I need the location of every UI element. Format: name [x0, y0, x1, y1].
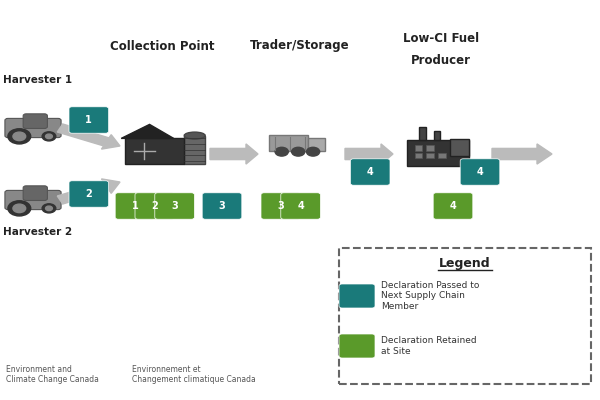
Text: Collection Point: Collection Point: [110, 40, 214, 52]
Circle shape: [8, 201, 31, 216]
Text: 3: 3: [218, 201, 226, 211]
Text: Producer: Producer: [411, 54, 471, 66]
Text: Low-CI Fuel: Low-CI Fuel: [403, 32, 479, 44]
FancyBboxPatch shape: [261, 193, 301, 219]
FancyBboxPatch shape: [23, 114, 47, 128]
Text: Declaration Retained
at Site: Declaration Retained at Site: [381, 336, 476, 356]
Circle shape: [46, 134, 52, 139]
Circle shape: [13, 132, 26, 141]
FancyBboxPatch shape: [135, 193, 175, 219]
Text: 1: 1: [85, 115, 92, 125]
FancyBboxPatch shape: [433, 193, 473, 219]
Text: Environnement et
Changement climatique Canada: Environnement et Changement climatique C…: [132, 365, 256, 384]
FancyBboxPatch shape: [350, 159, 390, 185]
Text: 4: 4: [476, 167, 484, 177]
Circle shape: [292, 147, 305, 156]
FancyBboxPatch shape: [155, 193, 194, 219]
Bar: [125, 138, 184, 164]
Bar: [434, 131, 440, 140]
Circle shape: [42, 204, 56, 213]
Circle shape: [13, 204, 26, 213]
Bar: [450, 139, 469, 156]
FancyBboxPatch shape: [339, 248, 591, 384]
Bar: [184, 136, 205, 164]
Text: Harvester 1: Harvester 1: [3, 75, 72, 85]
Circle shape: [46, 206, 52, 211]
Text: Trader/Storage: Trader/Storage: [250, 40, 350, 52]
Bar: [419, 127, 426, 140]
Polygon shape: [121, 124, 174, 138]
Bar: [415, 153, 422, 158]
FancyBboxPatch shape: [115, 193, 155, 219]
Text: 2: 2: [85, 189, 92, 199]
Bar: [426, 153, 434, 158]
Bar: [415, 145, 422, 150]
Circle shape: [42, 132, 56, 141]
Text: 4: 4: [367, 167, 374, 177]
Text: Harvester 2: Harvester 2: [3, 227, 72, 237]
Text: 3: 3: [277, 201, 284, 211]
FancyBboxPatch shape: [5, 190, 61, 210]
FancyBboxPatch shape: [460, 159, 500, 185]
FancyBboxPatch shape: [69, 181, 109, 207]
Bar: [407, 140, 469, 166]
Text: 3: 3: [171, 201, 178, 211]
FancyBboxPatch shape: [339, 334, 375, 358]
FancyBboxPatch shape: [5, 118, 61, 138]
Ellipse shape: [184, 132, 205, 139]
Text: Environment and
Climate Change Canada: Environment and Climate Change Canada: [6, 365, 99, 384]
Circle shape: [8, 129, 31, 144]
Text: 4: 4: [297, 201, 304, 211]
FancyArrow shape: [57, 124, 120, 149]
FancyArrow shape: [345, 144, 393, 164]
FancyArrow shape: [57, 179, 120, 204]
FancyBboxPatch shape: [281, 193, 320, 219]
Text: Legend: Legend: [439, 258, 491, 270]
Text: 2: 2: [151, 201, 158, 211]
FancyArrow shape: [210, 144, 258, 164]
FancyBboxPatch shape: [69, 107, 109, 133]
Circle shape: [275, 147, 289, 156]
Text: 4: 4: [449, 201, 457, 211]
FancyBboxPatch shape: [339, 284, 375, 308]
Text: Declaration Passed to
Next Supply Chain
Member: Declaration Passed to Next Supply Chain …: [381, 281, 479, 311]
Bar: [426, 145, 434, 150]
FancyArrow shape: [492, 144, 552, 164]
FancyBboxPatch shape: [23, 186, 47, 200]
FancyBboxPatch shape: [202, 193, 242, 219]
Bar: [438, 153, 446, 158]
Bar: [269, 135, 308, 150]
Circle shape: [307, 147, 320, 156]
Text: 1: 1: [131, 201, 139, 211]
Bar: [308, 138, 325, 150]
